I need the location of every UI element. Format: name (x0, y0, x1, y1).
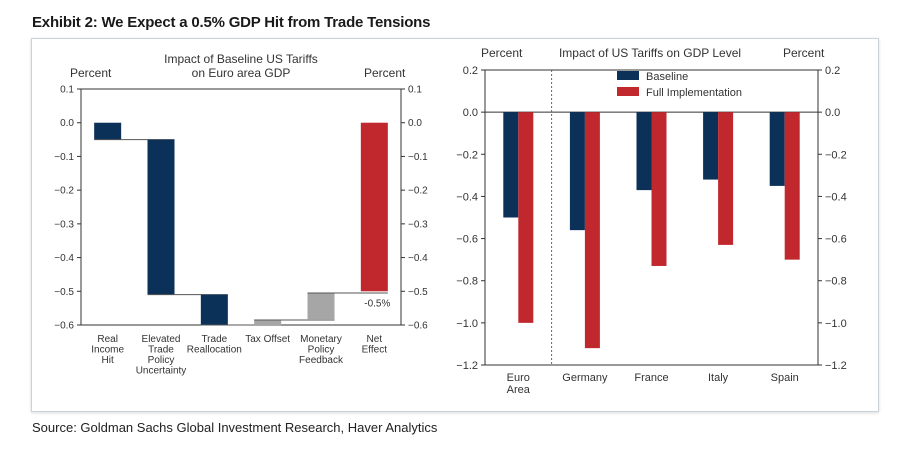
waterfall-category-label: Net (367, 334, 383, 345)
waterfall-category-label: Policy (308, 345, 335, 356)
waterfall-title-line-1: Impact of Baseline US Tariffs (164, 52, 318, 66)
waterfall-category-label: Elevated (142, 334, 181, 345)
waterfall-tick-label-left: 0.1 (60, 85, 74, 96)
waterfall-ylabel-right: Percent (364, 66, 406, 80)
legend-label-full-implementation: Full Implementation (646, 87, 742, 99)
waterfall-category-label: Trade (201, 334, 227, 345)
bar-tick-label-left: −1.2 (456, 360, 478, 372)
waterfall-bar (147, 139, 175, 295)
waterfall-category-label: Trade (148, 345, 174, 356)
waterfall-tick-label-right: −0.6 (408, 321, 428, 332)
bar-ylabel-left: Percent (481, 46, 523, 60)
full-implementation-bar (584, 112, 600, 349)
bar-category-label: France (634, 372, 668, 384)
bar-tick-label-right: −0.8 (825, 276, 847, 288)
full-implementation-bar (718, 112, 734, 245)
waterfall-tick-label-left: −0.5 (54, 287, 74, 298)
waterfall-category-label: Hit (102, 355, 114, 366)
legend-swatch-baseline (617, 71, 639, 80)
waterfall-tick-label-left: −0.4 (54, 253, 74, 264)
bar-chart-title: Impact of US Tariffs on GDP Level (559, 46, 741, 60)
bar-tick-label-left: −0.4 (456, 191, 478, 203)
waterfall-category-label: Income (91, 345, 124, 356)
waterfall-bar (94, 122, 122, 140)
bar-category-label: Germany (562, 372, 608, 384)
exhibit-title: Exhibit 2: We Expect a 0.5% GDP Hit from… (32, 14, 431, 31)
baseline-bar (503, 112, 519, 218)
bar-tick-label-left: −1.0 (456, 318, 478, 330)
waterfall-bar (307, 292, 335, 320)
bar-tick-label-right: −0.6 (825, 234, 847, 246)
waterfall-category-label: Effect (362, 345, 388, 356)
waterfall-category-label: Reallocation (187, 345, 242, 356)
waterfall-tick-label-right: 0.1 (408, 85, 422, 96)
bar-plot-frame (484, 69, 819, 366)
waterfall-title-line-2: on Euro area GDP (192, 66, 291, 80)
waterfall-bar (360, 122, 388, 292)
waterfall-tick-label-left: 0.0 (60, 118, 74, 129)
waterfall-tick-label-left: −0.1 (54, 152, 74, 163)
bar-tick-label-left: −0.8 (456, 276, 478, 288)
waterfall-category-label: Real (97, 334, 118, 345)
waterfall-category-label: Monetary (300, 334, 342, 345)
bar-tick-label-right: −0.2 (825, 149, 847, 161)
bar-category-label: Area (507, 384, 531, 396)
legend-swatch-full-implementation (617, 87, 639, 96)
baseline-bar (636, 112, 652, 191)
bar-tick-label-left: 0.2 (463, 65, 478, 77)
waterfall-tick-label-left: −0.6 (54, 321, 74, 332)
waterfall-category-label: Policy (148, 355, 175, 366)
full-implementation-bar (518, 112, 534, 323)
bar-ylabel-right: Percent (783, 46, 825, 60)
waterfall-tick-label-right: −0.2 (408, 186, 428, 197)
bar-category-label: Italy (708, 372, 729, 384)
source-note: Source: Goldman Sachs Global Investment … (32, 420, 438, 435)
bar-category-label: Euro (507, 372, 530, 384)
net-effect-annotation: -0.5% (364, 298, 390, 309)
bar-tick-label-right: 0.2 (825, 65, 840, 77)
bar-tick-label-left: 0.0 (463, 107, 478, 119)
bar-tick-label-left: −0.2 (456, 149, 478, 161)
legend-label-baseline: Baseline (646, 71, 688, 83)
waterfall-plot-frame (80, 88, 402, 326)
waterfall-tick-label-right: −0.3 (408, 219, 428, 230)
waterfall-tick-label-left: −0.2 (54, 186, 74, 197)
waterfall-category-label: Feedback (299, 355, 344, 366)
waterfall-bar (254, 319, 282, 325)
waterfall-tick-label-right: 0.0 (408, 118, 422, 129)
waterfall-ylabel-left: Percent (70, 66, 112, 80)
bar-tick-label-right: −1.0 (825, 318, 847, 330)
waterfall-tick-label-right: −0.5 (408, 287, 428, 298)
bar-tick-label-right: 0.0 (825, 107, 840, 119)
chart-frame: Impact of Baseline US Tariffs on Euro are… (31, 38, 879, 412)
baseline-bar (769, 112, 785, 186)
full-implementation-bar (784, 112, 800, 260)
bar-tick-label-right: −0.4 (825, 191, 847, 203)
waterfall-category-label: Uncertainty (136, 366, 187, 377)
baseline-bar (569, 112, 585, 231)
baseline-bar (703, 112, 719, 180)
waterfall-tick-label-right: −0.4 (408, 253, 428, 264)
bar-tick-label-left: −0.6 (456, 234, 478, 246)
waterfall-tick-label-left: −0.3 (54, 219, 74, 230)
waterfall-tick-label-right: −0.1 (408, 152, 428, 163)
waterfall-bar (200, 294, 228, 325)
bar-tick-label-right: −1.2 (825, 360, 847, 372)
full-implementation-bar (651, 112, 667, 266)
bar-category-label: Spain (771, 372, 799, 384)
waterfall-category-label: Tax Offset (245, 334, 290, 345)
